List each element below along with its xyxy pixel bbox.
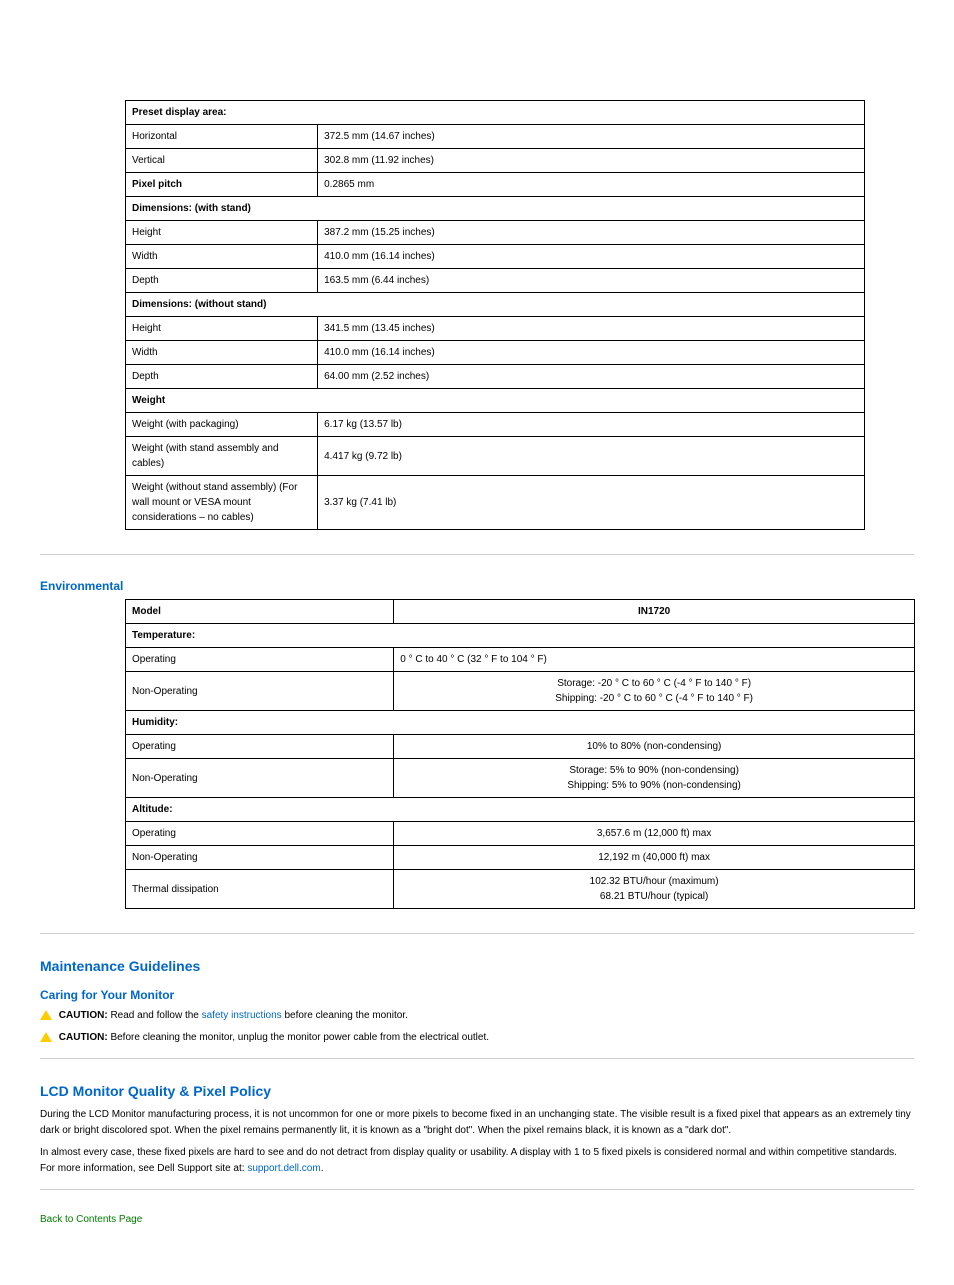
row-value: Storage: 5% to 90% (non-condensing) Ship… xyxy=(394,759,915,798)
warning-triangle-icon xyxy=(40,1010,52,1020)
separator xyxy=(40,1189,914,1190)
row-value: 410.0 mm (16.14 inches) xyxy=(318,341,865,365)
caution-text: Before cleaning the monitor, unplug the … xyxy=(108,1032,489,1043)
caution-2: CAUTION: Before cleaning the monitor, un… xyxy=(40,1030,914,1046)
back-to-contents[interactable]: Back to Contents Page xyxy=(40,1214,914,1225)
environmental-heading: Environmental xyxy=(40,579,914,593)
row-value: 0.2865 mm xyxy=(318,173,865,197)
section-header: Humidity: xyxy=(126,711,915,735)
caution-1: CAUTION: Read and follow the safety inst… xyxy=(40,1008,914,1024)
section-header: Preset display area: xyxy=(126,101,865,125)
row-value: 3,657.6 m (12,000 ft) max xyxy=(394,822,915,846)
row-label: Operating xyxy=(126,822,394,846)
section-header: Temperature: xyxy=(126,624,915,648)
row-value: 10% to 80% (non-condensing) xyxy=(394,735,915,759)
row-value: 6.17 kg (13.57 lb) xyxy=(318,413,865,437)
section-header: Weight xyxy=(126,389,865,413)
section-header: Dimensions: (without stand) xyxy=(126,293,865,317)
pixel-paragraph-2: In almost every case, these fixed pixels… xyxy=(40,1145,914,1177)
row-value: 372.5 mm (14.67 inches) xyxy=(318,125,865,149)
environmental-table-wrap: Model IN1720 Temperature: Operating 0 ° … xyxy=(125,599,915,909)
row-label: Depth xyxy=(126,365,318,389)
maintenance-subheading: Caring for Your Monitor xyxy=(40,988,914,1002)
row-label: Height xyxy=(126,221,318,245)
caution-text: Read and follow the xyxy=(108,1010,202,1021)
row-label: Height xyxy=(126,317,318,341)
row-value: Storage: -20 ° C to 60 ° C (-4 ° F to 14… xyxy=(394,672,915,711)
physical-table: Preset display area: Horizontal 372.5 mm… xyxy=(125,100,865,530)
row-value: 64.00 mm (2.52 inches) xyxy=(318,365,865,389)
section-header: Altitude: xyxy=(126,798,915,822)
caution-after: before cleaning the monitor. xyxy=(282,1010,408,1021)
row-label: Operating xyxy=(126,735,394,759)
row-label: Operating xyxy=(126,648,394,672)
pixel-paragraph-1: During the LCD Monitor manufacturing pro… xyxy=(40,1107,914,1139)
row-label: Weight (with stand assembly and cables) xyxy=(126,437,318,476)
pixel-text-after: . xyxy=(321,1163,324,1174)
dell-support-link[interactable]: support.dell.com xyxy=(247,1163,320,1174)
row-label: Thermal dissipation xyxy=(126,870,394,909)
row-value: 387.2 mm (15.25 inches) xyxy=(318,221,865,245)
model-value: IN1720 xyxy=(394,600,915,624)
row-value: 302.8 mm (11.92 inches) xyxy=(318,149,865,173)
safety-instructions-link[interactable]: safety instructions xyxy=(202,1010,282,1021)
row-value: 102.32 BTU/hour (maximum) 68.21 BTU/hour… xyxy=(394,870,915,909)
row-label: Horizontal xyxy=(126,125,318,149)
row-label: Non-Operating xyxy=(126,759,394,798)
row-value: 163.5 mm (6.44 inches) xyxy=(318,269,865,293)
separator xyxy=(40,1058,914,1059)
section-header: Dimensions: (with stand) xyxy=(126,197,865,221)
row-value: 341.5 mm (13.45 inches) xyxy=(318,317,865,341)
row-label: Weight (with packaging) xyxy=(126,413,318,437)
back-link[interactable]: Back to Contents Page xyxy=(40,1214,142,1225)
row-value: 0 ° C to 40 ° C (32 ° F to 104 ° F) xyxy=(394,648,915,672)
caution-label: CAUTION: xyxy=(59,1010,108,1021)
pixel-text-before: In almost every case, these fixed pixels… xyxy=(40,1147,897,1174)
caution-label: CAUTION: xyxy=(59,1032,108,1043)
row-label: Depth xyxy=(126,269,318,293)
row-label: Vertical xyxy=(126,149,318,173)
row-value: 3.37 kg (7.41 lb) xyxy=(318,476,865,530)
warning-triangle-icon xyxy=(40,1032,52,1042)
row-value: 4.417 kg (9.72 lb) xyxy=(318,437,865,476)
row-label: Non-Operating xyxy=(126,672,394,711)
row-label: Width xyxy=(126,245,318,269)
row-label: Non-Operating xyxy=(126,846,394,870)
model-header: Model xyxy=(126,600,394,624)
row-label: Width xyxy=(126,341,318,365)
row-value: 12,192 m (40,000 ft) max xyxy=(394,846,915,870)
environmental-table: Model IN1720 Temperature: Operating 0 ° … xyxy=(125,599,915,909)
physical-table-wrap: Preset display area: Horizontal 372.5 mm… xyxy=(125,100,865,530)
pixel-heading: LCD Monitor Quality & Pixel Policy xyxy=(40,1083,914,1099)
separator xyxy=(40,933,914,934)
row-value: 410.0 mm (16.14 inches) xyxy=(318,245,865,269)
separator xyxy=(40,554,914,555)
row-label: Pixel pitch xyxy=(126,173,318,197)
row-label: Weight (without stand assembly) (For wal… xyxy=(126,476,318,530)
maintenance-heading: Maintenance Guidelines xyxy=(40,958,914,974)
